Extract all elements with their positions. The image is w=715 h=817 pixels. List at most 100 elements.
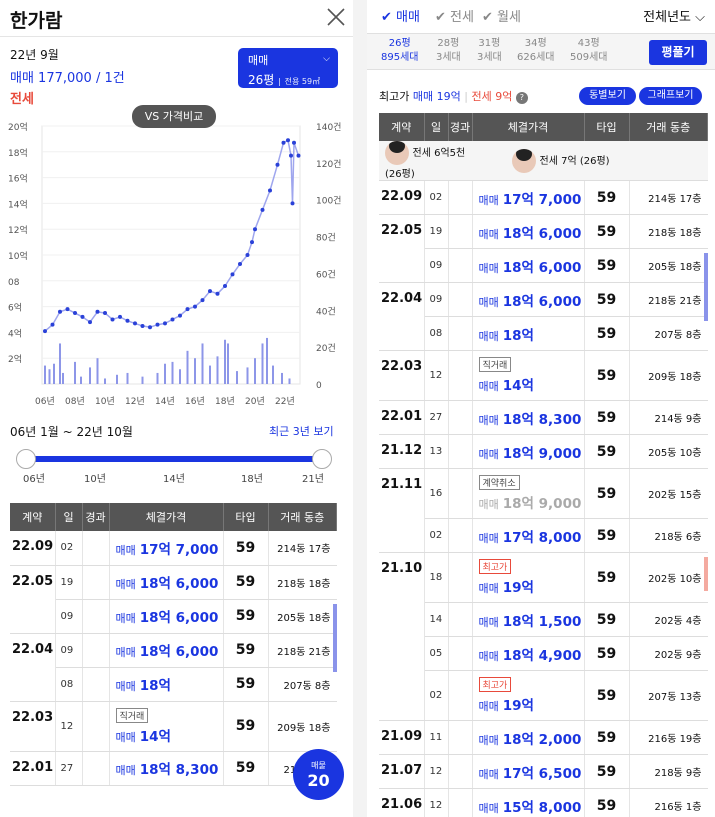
- price-cell: 매매 17억 7,000: [109, 531, 224, 566]
- type-selector[interactable]: 매매 ⌵ 26평 | 전용 59㎡: [238, 48, 338, 88]
- table-row[interactable]: 21.12 13 매매 18억 9,000 59 205동 10층: [379, 434, 708, 469]
- price-cell: 매매 18억: [472, 316, 585, 351]
- price-point: [281, 140, 286, 145]
- close-icon[interactable]: [326, 7, 346, 27]
- listings-badge[interactable]: 매물 20: [293, 749, 344, 800]
- table-row[interactable]: 22.05 19 매매 18억 6,000 59 218동 18층: [10, 565, 337, 634]
- size-tab[interactable]: 26평 895세대: [381, 38, 419, 63]
- table-row[interactable]: 22.04 09 매매 18억 6,000 59 218동 21층: [10, 633, 337, 702]
- price-point: [140, 323, 145, 328]
- table-row[interactable]: 22.03 12 직거래 매매 14억 59 209동 18층: [379, 350, 708, 401]
- table-row[interactable]: 21.11 16 계약취소 매매 18억 9,000 59 202동 15층: [379, 468, 708, 553]
- price-cell: 매매 18억 6,000: [109, 565, 224, 600]
- tab-jeonse[interactable]: ✔ 전세: [435, 10, 474, 25]
- volume-bar: [224, 339, 226, 384]
- price-point: [80, 314, 85, 319]
- slider-end-handle[interactable]: [312, 449, 332, 469]
- col-header: 경과: [82, 503, 110, 531]
- elapsed-cell: [448, 468, 473, 519]
- right-transaction-table: 계약 일 경과 체결가격 타입 거래 동층 전세 6억5천 (26평) 전세 7…: [379, 113, 708, 817]
- contract-day: 11: [424, 720, 449, 755]
- table-row[interactable]: 05 매매 18억 4,900 59 202동 9층: [379, 636, 708, 671]
- help-icon[interactable]: ?: [515, 92, 528, 104]
- row-marker: [332, 603, 337, 638]
- x-tick-label: 22년: [275, 396, 295, 407]
- price-summary: 22년 9월 매매 177,000 / 1건 전세: [0, 37, 353, 109]
- recent-3y-link[interactable]: 최근 3년 보기: [269, 425, 334, 438]
- table-row[interactable]: 22.09 02 매매 17억 7,000 59 214동 17층: [10, 531, 337, 566]
- volume-bar: [186, 350, 189, 384]
- deal-kind: 매매: [478, 700, 499, 713]
- volume-bar: [171, 361, 174, 384]
- floor-cell: 207동 13층: [629, 670, 708, 721]
- table-row[interactable]: 02 최고가 매매 19억 59 207동 13층: [379, 670, 708, 721]
- volume-bar: [236, 371, 238, 384]
- floor-cell: 207동 8층: [629, 316, 708, 351]
- deal-kind: 매매: [478, 227, 499, 241]
- floor-cell: 218동 6층: [629, 518, 708, 553]
- summary-date: 22년 9월: [10, 48, 59, 62]
- price-point: [163, 321, 167, 326]
- elapsed-cell: [448, 602, 473, 637]
- volume-bar: [53, 363, 55, 384]
- deal-tag: 직거래: [115, 707, 149, 723]
- elapsed-cell: [82, 599, 110, 634]
- col-header: 타입: [223, 503, 269, 531]
- year-filter[interactable]: 전체년도 ⌵: [643, 10, 705, 25]
- elapsed-cell: [448, 636, 473, 671]
- deal-kind: 매매: [115, 646, 136, 659]
- graph-view-button[interactable]: 그래프보기: [639, 87, 702, 105]
- table-row[interactable]: 08 매매 18억 59 207동 8층: [379, 316, 708, 351]
- contract-day: 12: [424, 754, 449, 789]
- type-cell: 59: [584, 180, 630, 215]
- table-row[interactable]: 22.05 19 매매 18억 6,000 59 218동 18층: [379, 214, 708, 283]
- volume-bar: [246, 367, 249, 384]
- table-row[interactable]: 22.04 09 매매 18억 6,000 59 218동 21층: [379, 282, 708, 351]
- table-row[interactable]: 09 매매 18억 6,000 59 205동 18층: [10, 599, 337, 638]
- volume-bar: [209, 365, 211, 384]
- check-icon: ✔: [482, 10, 493, 25]
- price-point: [296, 153, 301, 158]
- elapsed-cell: [448, 720, 473, 755]
- table-row[interactable]: 21.10 18 최고가 매매 19억 59 202동 10층: [379, 552, 708, 721]
- chevron-down-icon: ⌵: [695, 10, 705, 25]
- expand-size-button[interactable]: 평풀기: [649, 40, 707, 65]
- contract-day: 02: [55, 531, 83, 566]
- elapsed-cell: [448, 434, 473, 469]
- deal-kind: 매매: [478, 380, 499, 393]
- table-row[interactable]: 22.09 02 매매 17억 7,000 59 214동 17층: [379, 180, 708, 215]
- volume-bar: [266, 337, 268, 384]
- tab-monthly[interactable]: ✔ 월세: [482, 10, 521, 25]
- size-tab[interactable]: 31평 3세대: [477, 38, 502, 63]
- col-header: 타입: [584, 113, 630, 141]
- elapsed-cell: [448, 248, 473, 283]
- period-slider[interactable]: [16, 449, 332, 469]
- elapsed-cell: [448, 754, 473, 789]
- y2-tick-label: 80건: [316, 233, 336, 244]
- building-view-button[interactable]: 동별보기: [579, 87, 636, 105]
- table-row[interactable]: 14 매매 18억 1,500 59 202동 4층: [379, 602, 708, 637]
- size-tab[interactable]: 43평 509세대: [570, 38, 608, 63]
- size-tab[interactable]: 34평 626세대: [517, 38, 555, 63]
- volume-bar: [62, 372, 64, 384]
- floor-cell: 209동 18층: [268, 701, 337, 752]
- table-row[interactable]: 21.09 11 매매 18억 2,000 59 216동 19층: [379, 720, 708, 755]
- contract-day: 08: [424, 316, 449, 351]
- floor-cell: 205동 18층: [268, 599, 337, 638]
- table-row[interactable]: 02 매매 17억 8,000 59 218동 6층: [379, 518, 708, 553]
- table-row[interactable]: 08 매매 18억 59 207동 8층: [10, 667, 337, 702]
- table-row[interactable]: 21.07 12 매매 17억 6,500 59 218동 9층: [379, 754, 708, 789]
- contract-day: 09: [424, 282, 449, 317]
- compare-price-button[interactable]: VS 가격비교: [132, 105, 216, 128]
- table-row[interactable]: 21.06 12 매매 15억 8,000 59 216동 1층: [379, 788, 708, 817]
- table-row[interactable]: 22.03 12 직거래 매매 14억 59 209동 18층: [10, 701, 337, 752]
- size-tab[interactable]: 28평 3세대: [436, 38, 461, 63]
- price-point: [50, 322, 55, 327]
- slider-start-handle[interactable]: [16, 449, 36, 469]
- tab-sale[interactable]: ✔ 매매: [381, 10, 420, 25]
- price-cell: 계약취소 매매 18억 9,000: [472, 468, 585, 519]
- contract-day: 02: [424, 670, 449, 721]
- table-row[interactable]: 09 매매 18억 6,000 59 205동 18층: [379, 248, 708, 287]
